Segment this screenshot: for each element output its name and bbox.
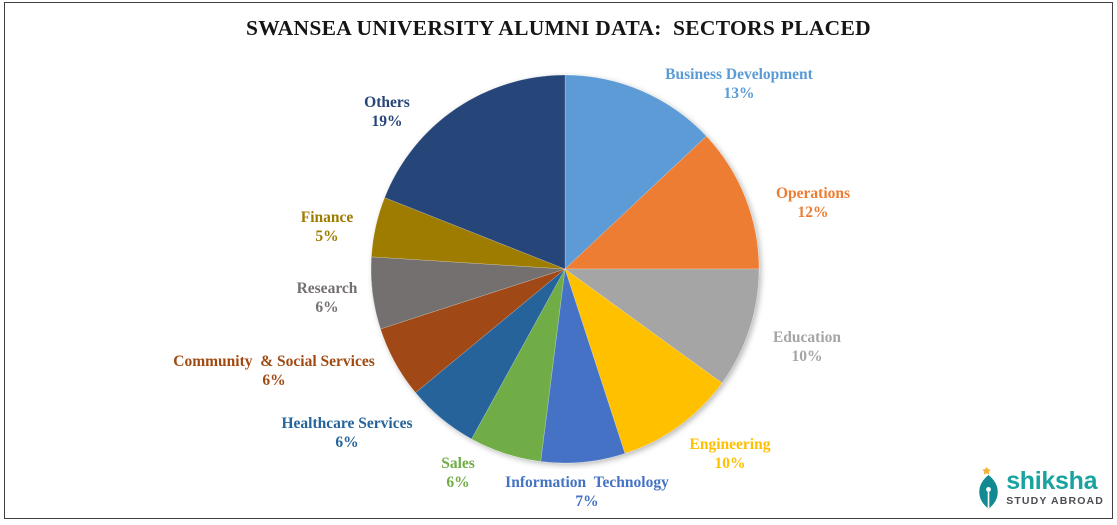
slice-label-name: Community & Social Services — [173, 353, 375, 370]
slice-label-name: Finance — [300, 209, 354, 226]
pen-nib-icon — [979, 466, 998, 509]
slice-label-others: Others 19% — [364, 93, 410, 131]
pie-slice-operations — [564, 135, 760, 270]
slice-label-sales: Sales 6% — [441, 454, 475, 492]
chart-title: SWANSEA UNIVERSITY ALUMNI DATA: SECTORS … — [246, 16, 871, 40]
slice-label-name: Research — [296, 280, 358, 297]
pie-slice-others — [384, 74, 566, 270]
slice-label-operations: Operations 12% — [776, 184, 850, 222]
slice-label-name: Information Technology — [505, 474, 669, 491]
slice-label-name: Others — [364, 94, 410, 111]
pie-slice-business-development — [564, 74, 707, 270]
brand-tagline: STUDY ABROAD — [1006, 494, 1104, 507]
brand-logo: shiksha STUDY ABROAD — [976, 466, 1104, 510]
slice-label-value: 6% — [446, 474, 470, 491]
slice-label-value: 7% — [575, 493, 599, 510]
slice-label-engineering: Engineering 10% — [690, 435, 771, 473]
slice-label-community-social-services: Community & Social Services 6% — [173, 352, 374, 390]
slice-label-business-development: Business Development 13% — [665, 65, 813, 103]
slice-label-value: 10% — [714, 455, 746, 472]
slice-label-finance: Finance 5% — [301, 208, 354, 246]
slice-label-research: Research 6% — [297, 279, 358, 317]
slice-label-name: Education — [772, 329, 842, 346]
slice-label-information-technology: Information Technology 7% — [505, 473, 669, 511]
slice-label-value: 10% — [791, 348, 823, 365]
slice-label-value: 6% — [315, 299, 339, 316]
pie-slice-engineering — [564, 268, 723, 454]
slice-label-value: 5% — [315, 228, 339, 245]
brand-text: shiksha STUDY ABROAD — [1006, 466, 1104, 507]
slice-label-value: 12% — [797, 204, 829, 221]
slice-label-value: 19% — [371, 113, 403, 130]
slice-label-value: 6% — [335, 434, 359, 451]
slice-label-name: Operations — [775, 185, 851, 202]
slice-label-name: Business Development — [665, 66, 813, 83]
pen-nib-hole — [986, 487, 992, 492]
pie-slice-education — [564, 268, 760, 384]
slice-label-name: Engineering — [689, 436, 771, 453]
slice-label-name: Healthcare Services — [281, 415, 413, 432]
brand-name: shiksha — [1006, 466, 1098, 495]
slice-label-education: Education 10% — [773, 328, 841, 366]
slice-label-name: Sales — [441, 455, 475, 472]
slice-label-value: 13% — [723, 85, 755, 102]
pen-nib-spark — [982, 466, 991, 475]
slice-label-value: 6% — [262, 372, 286, 389]
slice-label-healthcare-services: Healthcare Services 6% — [282, 414, 413, 452]
